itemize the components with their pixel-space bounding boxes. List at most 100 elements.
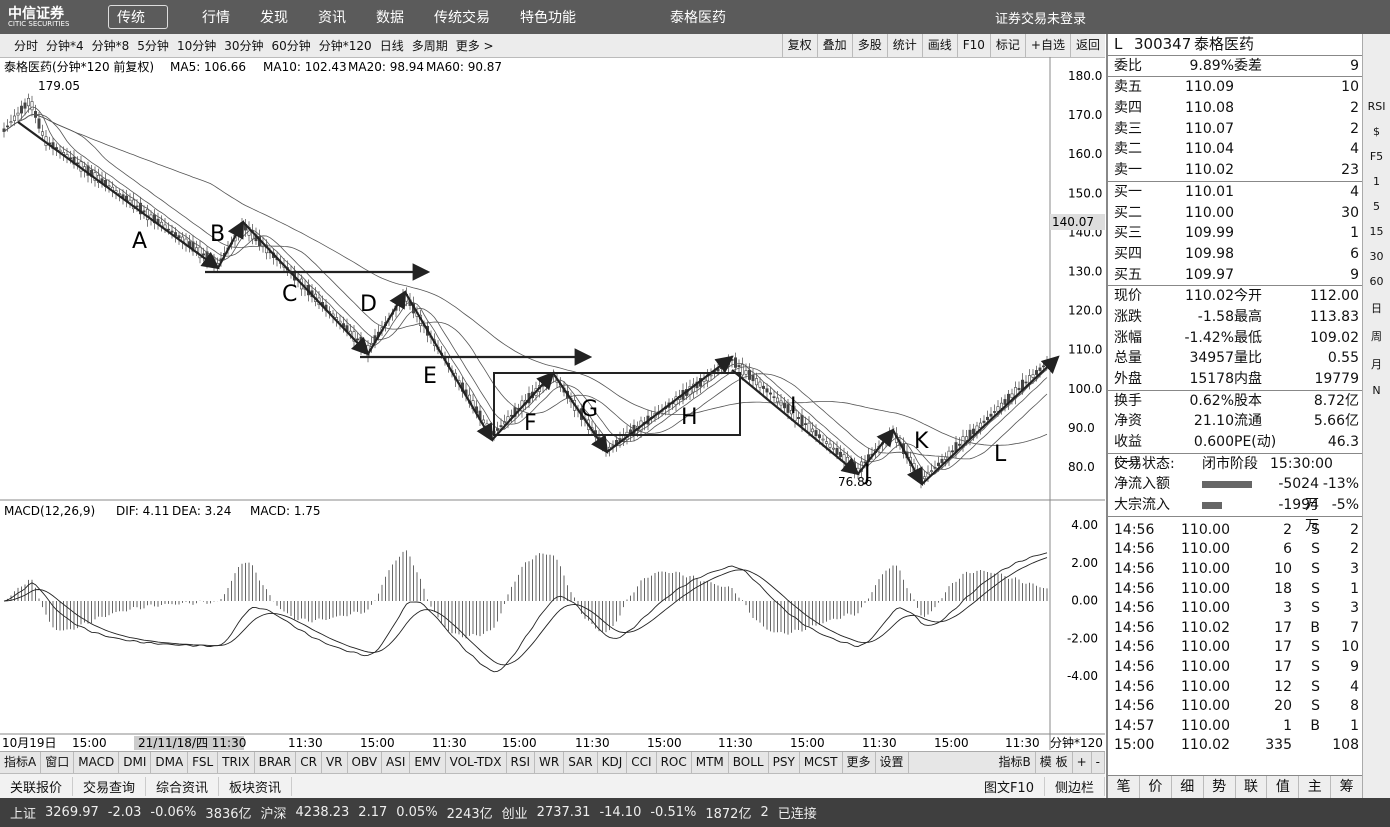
indicator-tab[interactable]: VR [322,752,348,773]
low-label: 76.86 [838,475,872,489]
sidebar-item[interactable]: RSI [1367,100,1386,113]
panel-tab[interactable]: 势 [1204,776,1236,798]
sidebar: RSI $ F5 1 5 15 30 60 日周月 N [1362,34,1390,798]
sidebar-item[interactable]: $ [1373,125,1380,138]
period-button[interactable]: 分钟*4 [46,39,84,53]
period-button[interactable]: 60分钟 [271,39,311,53]
indicator-tab[interactable]: FSL [188,752,219,773]
indicator-tab[interactable]: PSY [769,752,800,773]
info-tab[interactable]: 图文F10 [974,776,1045,796]
action-button[interactable]: 复权 [781,34,817,57]
period-button[interactable]: 日线 [379,39,404,53]
panel-tab[interactable]: 笔 [1108,776,1140,798]
indicator-tab[interactable]: 设置 [876,752,909,773]
period-button[interactable]: 分钟*8 [91,39,130,53]
indicator-tab[interactable]: TRIX [218,752,255,773]
info-tab[interactable]: 侧边栏 [1045,776,1105,796]
quote-cell: 买五 [1114,266,1142,283]
status-item: 2.17 [358,805,388,820]
candle-body [1010,393,1014,399]
panel-tab[interactable]: 联 [1236,776,1268,798]
period-button[interactable]: 分钟*120 [318,39,372,53]
indicator-tab[interactable]: CCI [627,752,657,773]
info-tab[interactable]: 板块资讯 [219,776,293,796]
quote-cell: 卖四 [1114,100,1142,117]
menu-item[interactable]: 资讯 [318,10,346,26]
indicator-tab[interactable]: BRAR [255,752,297,773]
indicator-tab[interactable]: DMA [151,752,189,773]
candle-body [86,165,90,176]
period-button[interactable]: 5分钟 [137,39,169,53]
menu-item[interactable]: 传统交易 [434,10,490,26]
login-status[interactable]: 证券交易未登录 [995,11,1087,27]
indicator-tab[interactable]: ROC [657,752,692,773]
menu-item[interactable]: 发现 [260,10,288,26]
menu-item[interactable]: 行情 [202,10,230,26]
indicator-tab[interactable]: 指标B [995,752,1036,773]
info-tab[interactable]: 综合资讯 [146,776,220,796]
indicator-tab[interactable]: CR [296,752,322,773]
period-button[interactable]: 更多 > [455,39,494,53]
panel-tab[interactable]: 价 [1140,776,1172,798]
indicator-tab[interactable]: WR [535,752,565,773]
indicator-tab[interactable]: BOLL [729,752,769,773]
indicator-tab[interactable]: MACD [74,752,120,773]
indicator-tab[interactable]: 更多 [843,752,876,773]
period-button[interactable]: 多周期 [411,39,448,53]
indicator-tab[interactable]: EMV [410,752,446,773]
period-button[interactable]: 30分钟 [224,39,264,53]
sidebar-item[interactable]: F5 [1369,150,1384,163]
action-button[interactable]: +自选 [1024,34,1070,57]
action-button[interactable]: 统计 [886,34,922,57]
sidebar-item[interactable]: 日 [1371,302,1382,315]
indicator-tab[interactable]: 窗口 [41,752,75,773]
trade-time: 14:56 [1114,600,1155,617]
action-button[interactable]: F10 [956,34,990,57]
trend-arrow [491,371,555,441]
chart-title: 泰格医药(分钟*120 前复权) [4,59,154,74]
indicator-tab[interactable]: KDJ [598,752,628,773]
panel-tab[interactable]: 细 [1172,776,1204,798]
mode-select[interactable]: 传统 [108,5,168,29]
menu-item[interactable]: 数据 [376,10,404,26]
panel-tab[interactable]: 主 [1299,776,1332,798]
indicator-tab[interactable]: SAR [564,752,598,773]
trend-arrow [217,220,245,269]
panel-tabs: 笔价细势联值主筹 [1108,775,1363,798]
sidebar-item[interactable]: N [1372,384,1381,397]
indicator-tab[interactable]: MTM [692,752,729,773]
panel-tab[interactable]: 值 [1267,776,1300,798]
indicator-tab[interactable]: VOL-TDX [446,752,507,773]
indicator-tab[interactable]: DMI [119,752,152,773]
info-tab[interactable]: 关联报价 [0,776,74,796]
period-button[interactable]: 10分钟 [176,39,217,53]
info-tab[interactable]: 交易查询 [73,776,147,796]
indicator-tab[interactable]: OBV [348,752,383,773]
indicator-tab[interactable]: - [1092,752,1105,773]
candle-body [754,378,758,386]
indicator-tab[interactable]: RSI [507,752,536,773]
action-button[interactable]: 返回 [1069,34,1105,57]
indicator-tab[interactable]: 指标A [0,752,42,773]
trade-volume: 10 [1274,561,1292,577]
sidebar-item[interactable]: 15 [1369,225,1384,238]
indicator-tab[interactable]: ASI [382,752,411,773]
indicator-tab[interactable]: + [1073,752,1092,773]
action-button[interactable]: 标记 [989,34,1025,57]
sidebar-item[interactable]: 1 [1373,175,1380,188]
sidebar-item[interactable]: 30 [1369,250,1384,263]
period-button[interactable]: 分时 [14,39,39,53]
candle-body [789,410,793,415]
action-button[interactable]: 多股 [851,34,887,57]
sidebar-item[interactable]: 5 [1373,200,1380,213]
sidebar-item[interactable]: 60 [1369,275,1384,288]
indicator-tab[interactable]: MCST [800,752,843,773]
ma-value: MA60: 90.87 [426,60,502,74]
sidebar-item[interactable]: 周 [1371,330,1382,343]
panel-tab[interactable]: 筹 [1331,776,1363,798]
indicator-tab[interactable]: 模 板 [1036,752,1073,773]
sidebar-item[interactable]: 月 [1371,358,1382,371]
menu-item[interactable]: 特色功能 [520,10,576,26]
action-button[interactable]: 画线 [921,34,957,57]
action-button[interactable]: 叠加 [816,34,852,57]
